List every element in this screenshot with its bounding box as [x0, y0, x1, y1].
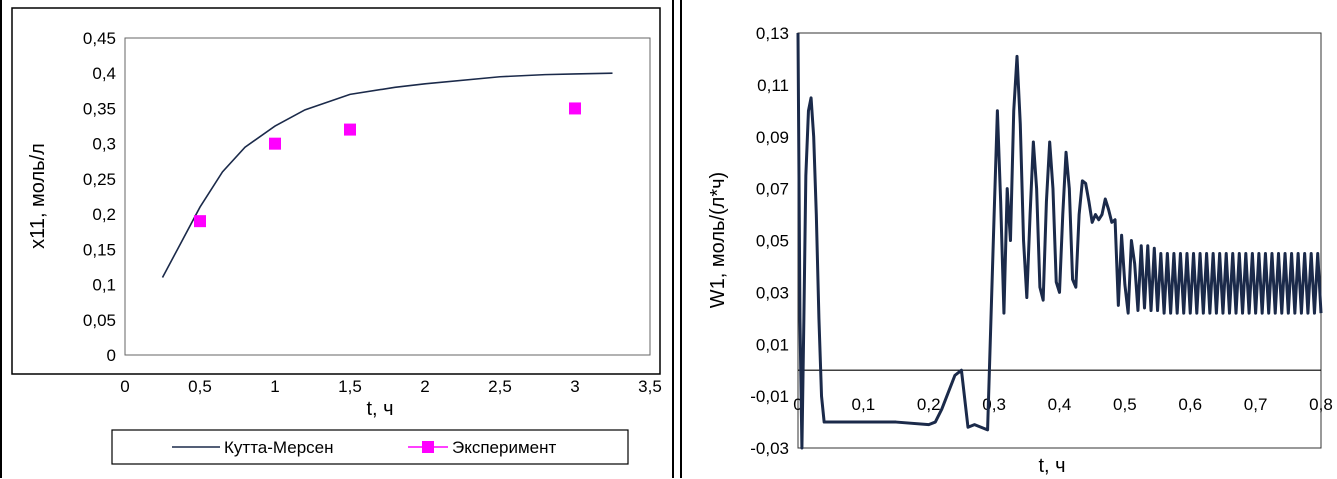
x-tick-label: 1,5	[338, 377, 362, 396]
x-tick-label: 0,5	[1113, 395, 1137, 414]
panel-divider-right	[680, 0, 682, 478]
x-tick-label: 0,7	[1244, 395, 1268, 414]
x-tick-label: 0,1	[852, 395, 876, 414]
x-tick-label: 0,2	[917, 395, 941, 414]
x-tick-label: 0	[120, 377, 129, 396]
x-tick-label: 0,4	[1048, 395, 1072, 414]
x-tick-label: 2,5	[488, 377, 512, 396]
y-tick-label: 0,09	[756, 128, 789, 147]
y-axis-title: x11, моль/л	[27, 143, 49, 249]
x-tick-label: 2	[420, 377, 429, 396]
legend-label-kutta-merson: Кутта-Мерсен	[224, 438, 334, 457]
x-tick-label: 0,8	[1309, 395, 1333, 414]
chart-svg-concentration: 0 0,05 0,1 0,15 0,2 0,25 0,3 0,35 0,4 0,45 0 0,5 1 1…	[11, 7, 662, 465]
chart-panel-concentration: 0 0,05 0,1 0,15 0,2 0,25 0,3 0,35 0,4 0,45 0 0,5 1 1…	[11, 7, 662, 465]
y-axis-ticks: 0 0,05 0,1 0,15 0,2 0,25 0,3 0,35 0,4 0,45	[83, 29, 116, 365]
panel-divider-left	[672, 0, 674, 478]
data-point-experiment	[269, 137, 281, 150]
data-point-experiment	[194, 215, 206, 228]
y-tick-label: 0	[107, 346, 116, 365]
y-tick-label: 0,05	[83, 311, 116, 330]
plot-area-border	[797, 32, 1322, 449]
chart-panel-rate: -0,03 -0,01 0,01 0,03 0,05 0,07 0,09 0,11 0,13 0…	[682, 0, 1337, 479]
plot-area-border	[124, 37, 651, 356]
data-point-experiment	[569, 102, 581, 115]
series-line-kutta-merson	[161, 72, 613, 278]
x-axis-title: t, ч	[1038, 455, 1065, 477]
x-axis-title: t, ч	[366, 398, 393, 420]
y-tick-label: 0,45	[83, 29, 116, 48]
left-frame-border	[0, 0, 2, 478]
y-tick-label: 0,13	[756, 24, 789, 43]
x-tick-label: 1	[270, 377, 279, 396]
y-tick-label: 0,07	[756, 180, 789, 199]
chart-area-frame	[11, 7, 661, 375]
series-line-rate	[796, 32, 1323, 450]
x-tick-label: 3,5	[638, 377, 662, 396]
y-axis-ticks: -0,03 -0,01 0,01 0,03 0,05 0,07 0,09 0,11 0,13	[750, 24, 789, 458]
chart-svg-rate: -0,03 -0,01 0,01 0,03 0,05 0,07 0,09 0,11 0,13 0…	[707, 24, 1333, 477]
x-tick-label: 0,3	[982, 395, 1006, 414]
legend-marker-swatch	[422, 441, 434, 453]
y-tick-label: 0,1	[92, 276, 116, 295]
y-tick-label: 0,35	[83, 99, 116, 118]
x-axis-ticks: 0 0,1 0,2 0,3 0,4 0,5 0,6 0,7 0,8	[793, 395, 1333, 414]
x-tick-label: 3	[570, 377, 579, 396]
y-tick-label: 0,05	[756, 232, 789, 251]
series-markers-experiment	[194, 102, 581, 228]
y-tick-label: 0,11	[757, 76, 789, 95]
x-tick-label: 0,6	[1178, 395, 1202, 414]
y-tick-label: 0,01	[756, 335, 789, 354]
y-tick-label: 0,3	[92, 135, 116, 154]
legend-label-experiment: Эксперимент	[452, 438, 556, 457]
y-tick-label: 0,2	[92, 205, 116, 224]
y-tick-label: 0,15	[83, 240, 116, 259]
data-point-experiment	[344, 123, 356, 136]
y-tick-label: -0,03	[750, 439, 789, 458]
x-tick-label: 0	[793, 395, 802, 414]
y-tick-label: -0,01	[750, 387, 789, 406]
y-tick-label: 0,25	[83, 170, 116, 189]
x-axis-ticks: 0 0,5 1 1,5 2 2,5 3 3,5	[120, 377, 662, 396]
x-tick-label: 0,5	[188, 377, 212, 396]
y-tick-label: 0,03	[756, 283, 789, 302]
y-axis-title: W1, моль/(л*ч)	[707, 172, 729, 308]
y-tick-label: 0,4	[92, 64, 116, 83]
